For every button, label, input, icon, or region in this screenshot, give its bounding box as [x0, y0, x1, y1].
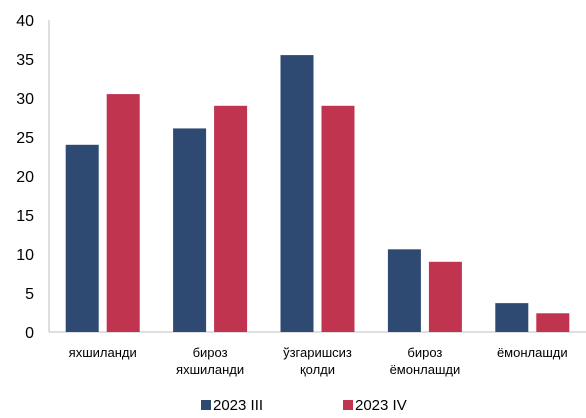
x-tick-label: ўзгаришсиз қолди	[283, 345, 352, 377]
legend-swatch	[343, 400, 353, 410]
x-axis-labels: яхшиланди бироз яхшиланди ўзгаришсиз қолди би…	[69, 345, 568, 377]
y-tick-label: 25	[16, 130, 34, 147]
y-tick-label: 30	[16, 91, 34, 108]
y-axis-ticks: 0 5 10 15 20 25 30 35 40	[16, 13, 34, 342]
bar-series-2	[536, 313, 570, 332]
bar-series-2	[106, 94, 140, 332]
x-tick-label: яхшиланди	[69, 345, 137, 360]
bars	[65, 55, 570, 332]
bar-series-2	[214, 105, 248, 332]
y-tick-label: 20	[16, 169, 34, 186]
y-tick-label: 15	[16, 208, 34, 225]
bar-series-1	[173, 128, 207, 332]
y-tick-label: 5	[25, 286, 34, 303]
bar-series-2	[428, 261, 462, 332]
y-tick-label: 35	[16, 52, 34, 69]
bar-series-1	[65, 144, 99, 332]
x-tick-label: ёмонлашди	[497, 345, 568, 360]
x-tick-label: бироз яхшиланди	[176, 345, 244, 377]
bar-series-1	[495, 303, 529, 332]
bar-series-1	[280, 55, 314, 332]
x-tick-label: бироз ёмонлашди	[390, 345, 461, 377]
legend-swatch	[201, 400, 211, 410]
legend: 2023 III 2023 IV	[201, 397, 407, 414]
y-tick-label: 40	[16, 13, 34, 30]
legend-label: 2023 III	[213, 397, 263, 414]
bar-series-1	[387, 249, 421, 332]
y-tick-label: 0	[25, 325, 34, 342]
bar-series-2	[321, 105, 355, 332]
y-tick-label: 10	[16, 247, 34, 264]
legend-label: 2023 IV	[355, 397, 407, 414]
